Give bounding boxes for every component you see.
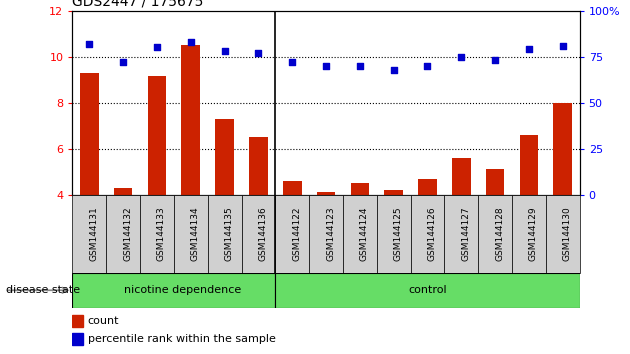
Text: GSM144122: GSM144122 (292, 206, 301, 261)
Bar (343, 195, 377, 273)
Bar (72, 315, 83, 327)
Point (423, 63, 433, 69)
Point (355, 63, 365, 69)
Bar (444, 195, 478, 273)
Text: GSM144132: GSM144132 (123, 206, 132, 261)
Point (287, 59, 297, 65)
Text: GSM144136: GSM144136 (258, 206, 267, 261)
Point (456, 54, 466, 59)
Bar (418, 178, 437, 195)
Bar (181, 45, 200, 195)
Bar (309, 195, 343, 273)
Bar (512, 195, 546, 273)
Text: GSM144129: GSM144129 (529, 206, 538, 261)
Point (84, 41, 94, 47)
Bar (72, 273, 275, 308)
Point (118, 59, 129, 65)
Text: GSM144130: GSM144130 (563, 206, 571, 261)
Bar (283, 181, 302, 195)
Text: GSM144126: GSM144126 (428, 206, 437, 261)
Bar (350, 183, 369, 195)
Bar (317, 193, 335, 195)
Text: nicotine dependence: nicotine dependence (123, 285, 241, 295)
Bar (72, 195, 106, 273)
Bar (147, 76, 166, 195)
Bar (140, 195, 174, 273)
Text: GSM144135: GSM144135 (225, 206, 234, 261)
Bar (546, 195, 580, 273)
Text: GDS2447 / 175675: GDS2447 / 175675 (72, 0, 204, 8)
Bar (72, 333, 83, 345)
Bar (241, 195, 275, 273)
Text: GSM144127: GSM144127 (461, 206, 470, 261)
Text: GSM144131: GSM144131 (89, 206, 98, 261)
Point (152, 45, 162, 50)
Point (253, 50, 263, 56)
Bar (553, 103, 572, 195)
Bar (452, 158, 471, 195)
Text: percentile rank within the sample: percentile rank within the sample (88, 334, 275, 344)
Point (524, 46, 534, 52)
Bar (114, 188, 132, 195)
Point (558, 43, 568, 48)
Text: count: count (88, 316, 119, 326)
Text: GSM144134: GSM144134 (191, 206, 200, 261)
Point (321, 63, 331, 69)
Bar (520, 135, 538, 195)
Text: control: control (408, 285, 447, 295)
Text: GSM144124: GSM144124 (360, 206, 369, 261)
Point (490, 57, 500, 63)
Text: disease state: disease state (6, 285, 81, 295)
Bar (106, 195, 140, 273)
Bar (80, 73, 99, 195)
Bar (486, 170, 505, 195)
Point (186, 39, 196, 45)
Bar (208, 195, 241, 273)
Point (220, 48, 230, 54)
Text: GSM144133: GSM144133 (157, 206, 166, 261)
Bar (478, 195, 512, 273)
Bar (377, 195, 411, 273)
Bar (249, 137, 268, 195)
Bar (215, 119, 234, 195)
Text: GSM144125: GSM144125 (394, 206, 403, 261)
Text: GSM144123: GSM144123 (326, 206, 335, 261)
Bar (384, 190, 403, 195)
Bar (174, 195, 208, 273)
Point (389, 67, 399, 72)
Bar (275, 195, 309, 273)
Bar (275, 273, 580, 308)
Bar (411, 195, 444, 273)
Text: GSM144128: GSM144128 (495, 206, 504, 261)
